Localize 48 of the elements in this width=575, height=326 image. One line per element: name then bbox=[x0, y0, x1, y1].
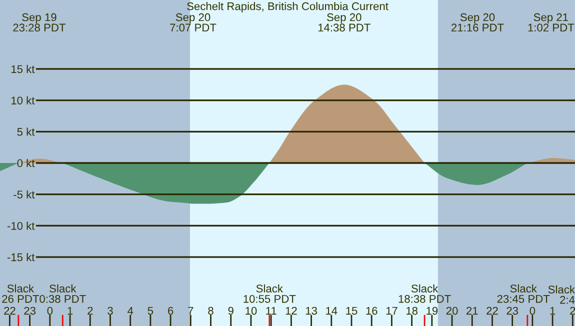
x-tick-label: 12 bbox=[286, 306, 297, 315]
x-tick-label: 21 bbox=[466, 306, 478, 315]
x-tick-label: 18 bbox=[406, 306, 418, 315]
annotation: Sep 21 1:02 PDT bbox=[528, 13, 574, 32]
x-tick-label: 13 bbox=[306, 306, 317, 315]
chart-title: Sechelt Rapids, British Columbia Current bbox=[187, 2, 388, 12]
y-tick-label: -10 kt bbox=[7, 222, 35, 230]
annotation: Slack 2:4 bbox=[548, 285, 575, 304]
y-tick-label: 5 kt bbox=[17, 128, 35, 136]
x-tick-label: 23 bbox=[24, 306, 36, 315]
x-tick-label: 15 bbox=[346, 306, 358, 315]
y-tick-label: 15 kt bbox=[11, 64, 35, 74]
annotation: Sep 20 14:38 PDT bbox=[318, 13, 370, 32]
x-tick-label: 14 bbox=[326, 306, 338, 315]
x-tick-label: 20 bbox=[446, 306, 458, 315]
x-tick-label: 1 bbox=[550, 306, 556, 315]
x2-tick-label: Slack 18:38 PDT bbox=[398, 284, 451, 303]
annotation: Sep 20 21:16 PDT bbox=[451, 13, 504, 32]
x-tick-label: 7 bbox=[188, 306, 194, 315]
x2-tick-label: Slack 0:38 PDT bbox=[40, 284, 86, 303]
x-tick-label: 0 bbox=[47, 306, 53, 315]
y-tick-label: -15 kt bbox=[7, 253, 35, 262]
x-tick-label: 9 bbox=[228, 306, 234, 315]
x-tick-label: 11 bbox=[266, 306, 276, 315]
annotation: Sep 20 7:07 PDT bbox=[170, 13, 216, 32]
x-tick-label: 22 bbox=[486, 306, 498, 315]
x-tick-label: 2 bbox=[88, 306, 93, 315]
x2-tick-label: Slack 26 PDT bbox=[2, 284, 40, 303]
x-tick-label: 19 bbox=[426, 306, 438, 315]
y-tick-label: 0 kt bbox=[17, 158, 35, 168]
x-tick-label: 16 bbox=[366, 306, 378, 315]
x-tick-label: 1 bbox=[68, 306, 73, 315]
x2-tick-label: Slack 10:55 PDT bbox=[244, 284, 296, 303]
x-tick-label: 0 bbox=[530, 306, 536, 315]
x-tick-label: 17 bbox=[386, 306, 398, 315]
annotation: Sep 19 23:28 PDT bbox=[13, 13, 66, 32]
y-tick-label: -5 kt bbox=[14, 190, 35, 198]
x-tick-label: 3 bbox=[108, 306, 113, 315]
x-tick-label: 5 bbox=[148, 306, 154, 315]
x-tick-label: 6 bbox=[168, 306, 174, 315]
x-tick-label: 22 bbox=[4, 306, 16, 315]
y-tick-label: 10 kt bbox=[11, 96, 35, 104]
x-tick-label: 23 bbox=[506, 306, 518, 315]
x-tick-label: 4 bbox=[128, 306, 134, 315]
x-tick-label: 8 bbox=[208, 306, 214, 315]
x-tick-label: 10 bbox=[246, 306, 257, 315]
x-tick-label: 2 bbox=[570, 306, 575, 315]
x2-tick-label: Slack 23:45 PDT bbox=[497, 284, 550, 303]
